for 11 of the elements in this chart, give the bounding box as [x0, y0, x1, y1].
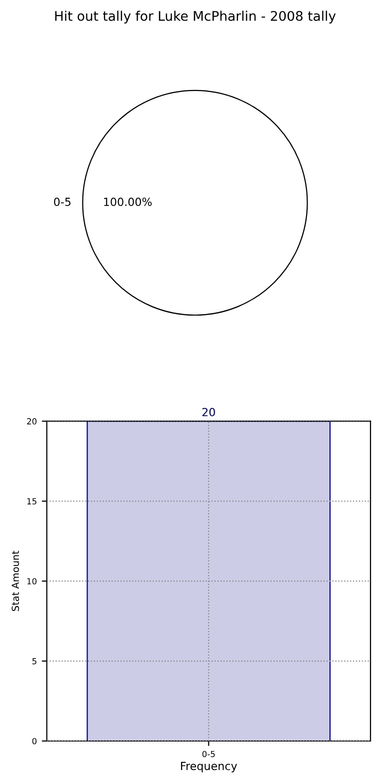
data-label: 20: [202, 408, 215, 416]
y-tick-label: 10: [27, 578, 37, 584]
y-tick-label: 15: [27, 498, 36, 504]
data-label: 100.00%: [104, 198, 152, 206]
y-tick-label: 0: [32, 738, 37, 744]
slice-label: 0-5: [54, 198, 70, 206]
y-tick-label: 5: [32, 658, 36, 664]
chart-title: Hit out tally for Luke McPharlin - 2008 tally: [55, 10, 336, 24]
x-axis-title: Frequency: [181, 762, 238, 772]
y-axis-title: Stat Amount: [12, 550, 20, 611]
y-tick-label: 20: [27, 418, 37, 424]
